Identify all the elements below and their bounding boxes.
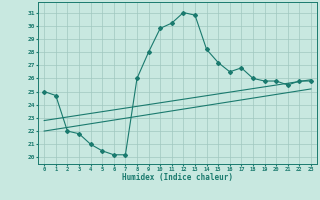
X-axis label: Humidex (Indice chaleur): Humidex (Indice chaleur) — [122, 173, 233, 182]
